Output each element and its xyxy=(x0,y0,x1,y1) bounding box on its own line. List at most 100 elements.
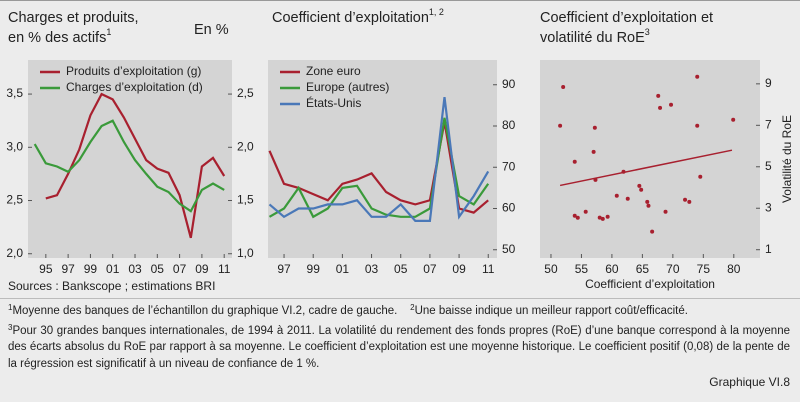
title-line: Charges et produits, xyxy=(8,10,139,26)
point xyxy=(646,203,651,208)
point xyxy=(645,199,650,204)
x-tick-label: 55 xyxy=(575,262,589,276)
footnote-mark: 3 xyxy=(8,322,13,332)
plot-area xyxy=(540,60,760,258)
title-note: 3 xyxy=(645,27,650,37)
plot-area xyxy=(28,60,232,258)
point xyxy=(621,169,626,174)
point xyxy=(593,177,598,182)
point xyxy=(687,199,692,204)
x-tick-label: 99 xyxy=(307,262,321,276)
x-tick-label: 09 xyxy=(195,262,209,276)
y-tick-label: 3,0 xyxy=(6,139,23,153)
point xyxy=(591,149,596,154)
panel-title: Coefficient d’exploitation1, 2 xyxy=(272,7,444,25)
x-tick-label: 11 xyxy=(218,262,231,276)
x-tick-label: 05 xyxy=(394,262,408,276)
series-line xyxy=(33,119,225,213)
y-tick-label: 70 xyxy=(502,159,516,173)
y-tick-label: 5 xyxy=(765,159,772,173)
x-tick-label: 99 xyxy=(84,262,98,276)
y-tick-label: 90 xyxy=(502,77,516,91)
x-tick-label: 09 xyxy=(452,262,466,276)
point xyxy=(669,102,674,107)
y-tick-label: 3,5 xyxy=(6,86,23,100)
y-tick-label: 1 xyxy=(765,242,772,256)
trendline xyxy=(559,149,733,187)
point xyxy=(637,183,642,188)
title-line: volatilité du RoE xyxy=(540,30,645,46)
x-tick-label: 97 xyxy=(61,262,75,276)
x-tick-label: 95 xyxy=(39,262,53,276)
title-line: Coefficient d’exploitation xyxy=(272,10,429,26)
y-tick-label: 3 xyxy=(765,200,772,214)
x-tick-label: 50 xyxy=(544,262,558,276)
y-tick-label: 1,0 xyxy=(237,246,254,260)
footnote-mark: 1 xyxy=(8,303,13,312)
y-tick-label: 2,5 xyxy=(6,193,23,207)
y-tick-label: 2,0 xyxy=(6,246,23,260)
y-tick-label: 2,0 xyxy=(237,139,254,153)
panel-title: en % des actifs1 xyxy=(8,27,111,45)
y-tick-label: 60 xyxy=(502,201,516,215)
point xyxy=(605,214,610,219)
x-tick-label: 03 xyxy=(365,262,379,276)
y-tick-label: 1,5 xyxy=(237,193,254,207)
x-tick-label: 11 xyxy=(482,262,495,276)
x-tick-label: 07 xyxy=(173,262,187,276)
point xyxy=(572,159,577,164)
y-axis-title: Volatilité du RoE xyxy=(780,115,794,203)
legend-label: Zone euro xyxy=(306,64,361,78)
point xyxy=(600,216,605,221)
footnote: Pour 30 grandes banques internationales,… xyxy=(8,324,790,370)
footnotes: 1Moyenne des banques de l’échantillon du… xyxy=(8,300,790,372)
point xyxy=(575,215,580,220)
title-note: 1, 2 xyxy=(429,7,444,17)
point xyxy=(695,123,700,128)
footnote: Une baisse indique un meilleur rapport c… xyxy=(414,305,688,317)
x-tick-label: 03 xyxy=(128,262,142,276)
x-tick-label: 97 xyxy=(277,262,291,276)
title-note: 1 xyxy=(106,27,111,37)
point xyxy=(698,174,703,179)
x-tick-label: 01 xyxy=(336,262,350,276)
title-line: Coefficient d’exploitation et xyxy=(540,10,713,26)
unit-label: En % xyxy=(194,22,229,38)
sources: Sources : Bankscope ; estimations BRI xyxy=(8,279,215,293)
point xyxy=(614,193,619,198)
panel-title: volatilité du RoE3 xyxy=(540,27,650,45)
series-line xyxy=(45,92,226,239)
x-tick-label: 80 xyxy=(727,262,741,276)
figure-label: Graphique VI.8 xyxy=(709,375,790,389)
x-tick-label: 70 xyxy=(666,262,680,276)
title-line: en % des actifs xyxy=(8,30,106,46)
y-tick-label: 50 xyxy=(502,242,516,256)
x-tick-label: 75 xyxy=(697,262,711,276)
x-tick-label: 05 xyxy=(151,262,165,276)
x-tick-label: 60 xyxy=(605,262,619,276)
point xyxy=(639,187,644,192)
panel-title: Coefficient d’exploitation et xyxy=(540,10,713,26)
point xyxy=(561,84,566,89)
point xyxy=(650,229,655,234)
point xyxy=(592,125,597,130)
footnote-mark: 2 xyxy=(410,303,415,312)
y-tick-label: 7 xyxy=(765,117,772,131)
point xyxy=(625,196,630,201)
charts: Charges et produits,en % des actifs1 En %… xyxy=(0,0,800,299)
x-tick-label: 01 xyxy=(106,262,120,276)
legend-label: Produits d’exploitation (g) xyxy=(66,64,201,78)
x-tick-label: 07 xyxy=(423,262,437,276)
point xyxy=(572,213,577,218)
point xyxy=(583,209,588,214)
point xyxy=(683,197,688,202)
point xyxy=(656,93,661,98)
point xyxy=(663,209,668,214)
point xyxy=(558,123,563,128)
y-tick-label: 9 xyxy=(765,76,772,90)
series-line xyxy=(268,96,490,222)
legend-label: Charges d’exploitation (d) xyxy=(66,80,203,94)
footnote-line: 3Pour 30 grandes banques internationales… xyxy=(8,320,790,373)
x-tick-label: 65 xyxy=(636,262,650,276)
